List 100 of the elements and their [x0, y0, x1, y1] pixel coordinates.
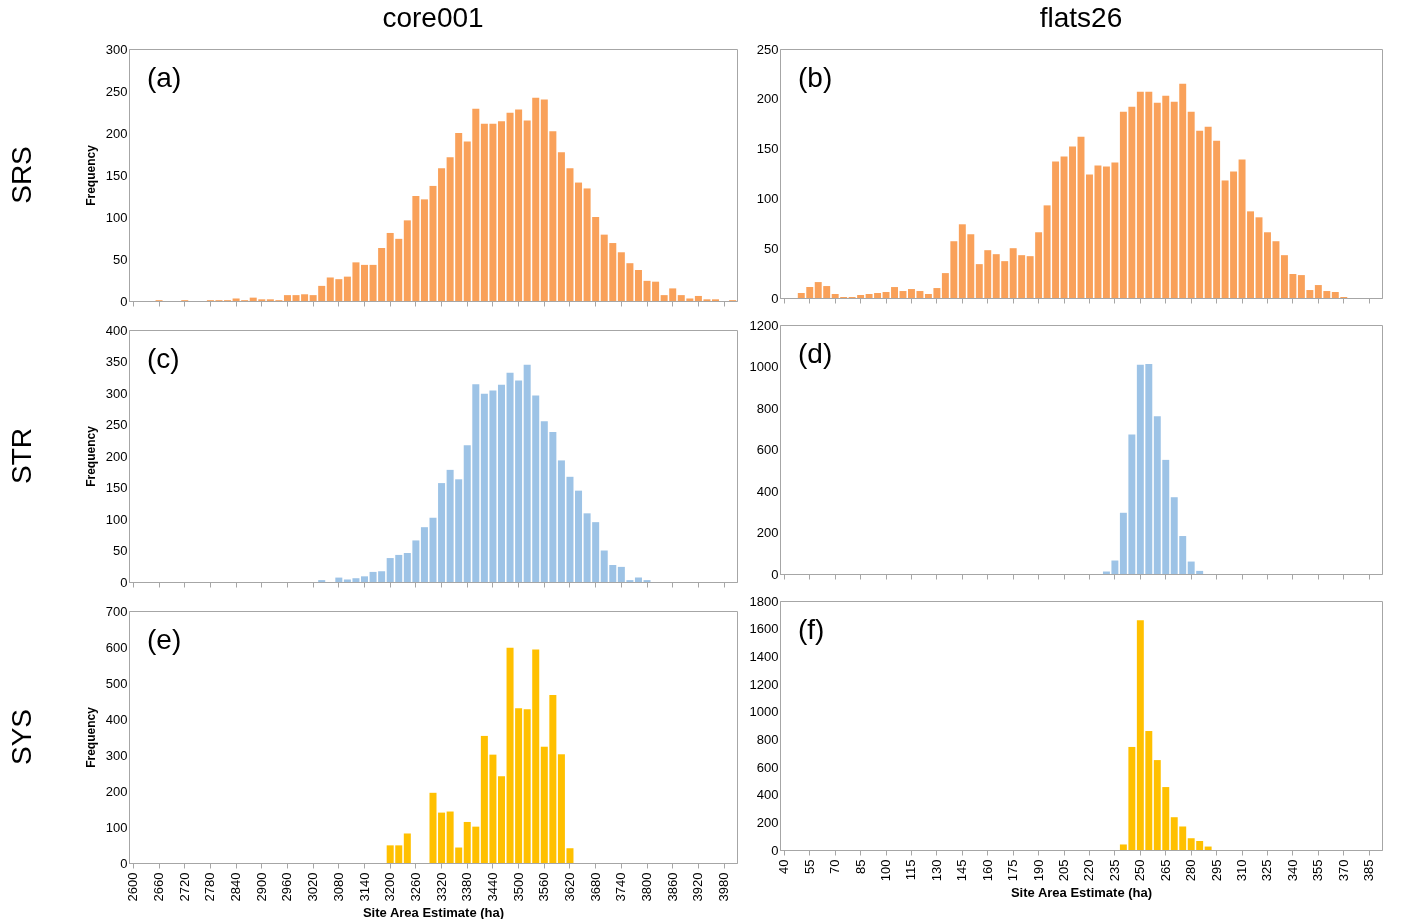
x-tick-label: 340	[1284, 859, 1300, 882]
bar	[634, 577, 642, 582]
x-tick-label: 325	[1259, 859, 1275, 882]
annotation: (e)	[147, 624, 182, 655]
y-tick-label: 300	[105, 747, 128, 763]
y-tick-label: 0	[771, 290, 779, 306]
x-tick-label: 295	[1208, 859, 1224, 882]
bar	[497, 384, 505, 582]
x-tick-label: 355	[1310, 859, 1326, 882]
y-tick-label: 200	[756, 91, 779, 107]
x-tick-label: 370	[1335, 859, 1351, 882]
y-tick-label: 50	[113, 251, 128, 267]
bar	[361, 264, 369, 301]
x-tick-label: 190	[1030, 859, 1046, 882]
x-tick-label: 160	[979, 859, 995, 882]
x-axis-title: Site Area Estimate (ha)	[1010, 885, 1153, 901]
x-tick-label: 2840	[228, 872, 244, 902]
x-tick-label: 280	[1183, 859, 1199, 882]
bar	[575, 490, 583, 582]
x-tick-label: 85	[852, 859, 868, 874]
x-tick-label: 3860	[664, 872, 680, 902]
y-tick-label: 400	[756, 483, 779, 499]
x-tick-label: 3380	[459, 872, 475, 902]
x-tick-label: 3980	[716, 872, 732, 902]
bar	[335, 577, 343, 582]
y-tick-label: 100	[105, 511, 128, 527]
x-tick-label: 115	[903, 859, 919, 881]
y-tick-label: 1200	[749, 317, 779, 333]
x-tick-label: 3680	[587, 872, 603, 902]
y-tick-label: 800	[756, 400, 779, 416]
x-tick-label: 235	[1106, 859, 1122, 882]
x-tick-label: 205	[1056, 859, 1072, 882]
y-tick-label: 50	[113, 543, 128, 558]
text: STR	[6, 428, 37, 484]
annotation: (b)	[798, 62, 833, 93]
y-tick-label: 300	[105, 41, 128, 57]
chart-title: flats26	[1039, 2, 1123, 33]
y-tick-label: 800	[756, 731, 779, 747]
y-tick-label: 0	[120, 855, 128, 871]
y-tick-label: 600	[756, 759, 779, 775]
y-tick-label: 150	[105, 480, 128, 495]
x-tick-label: 100	[878, 859, 894, 882]
y-tick-label: 50	[764, 240, 779, 256]
chart-title: core001	[382, 2, 484, 33]
x-tick-label: 250	[1132, 859, 1148, 882]
y-tick-label: 0	[120, 574, 128, 590]
y-tick-label: 400	[105, 711, 128, 727]
y-tick-label: 0	[771, 566, 779, 582]
annotation: (f)	[798, 614, 825, 645]
x-tick-label: 3800	[639, 872, 655, 902]
y-tick-label: 300	[105, 385, 128, 401]
y-tick-label: 1200	[749, 676, 779, 692]
x-tick-label: 3320	[433, 872, 449, 902]
x-tick-label: 70	[827, 859, 843, 874]
x-tick-label: 310	[1234, 859, 1250, 882]
bar	[283, 295, 291, 301]
x-tick-label: 2900	[253, 872, 269, 902]
y-tick-label: 200	[105, 783, 128, 799]
x-tick-label: 3200	[382, 872, 398, 902]
x-tick-label: 2660	[151, 872, 167, 902]
y-tick-label: 1000	[749, 359, 779, 374]
x-tick-label: 220	[1081, 859, 1097, 882]
bar	[575, 182, 583, 301]
y-tick-label: 200	[105, 448, 128, 464]
x-tick-label: 55	[801, 859, 817, 874]
y-tick-label: 250	[105, 417, 128, 432]
x-tick-label: 3500	[510, 872, 526, 902]
bar	[361, 576, 369, 582]
x-tick-label: 3620	[561, 872, 577, 902]
x-tick-label: 3260	[407, 872, 423, 902]
x-tick-label: 2600	[125, 872, 141, 902]
y-tick-label: 350	[105, 354, 128, 369]
y-tick-label: 200	[756, 525, 779, 540]
text: SRS	[6, 146, 37, 204]
y-tick-label: 1600	[749, 621, 779, 637]
y-tick-label: 250	[756, 41, 779, 57]
y-axis-title: Frequency	[83, 425, 98, 487]
y-tick-label: 100	[756, 190, 779, 206]
x-tick-label: 40	[776, 859, 792, 874]
y-tick-label: 100	[105, 819, 128, 835]
y-tick-label: 0	[771, 842, 779, 858]
x-tick-label: 265	[1157, 859, 1173, 882]
y-tick-label: 600	[105, 639, 128, 655]
annotation: (a)	[147, 62, 182, 93]
y-tick-label: 0	[120, 293, 128, 309]
x-tick-label: 3740	[613, 872, 629, 902]
bar	[497, 121, 505, 301]
y-tick-label: 400	[105, 322, 128, 338]
y-tick-label: 250	[105, 83, 128, 99]
y-tick-label: 500	[105, 675, 128, 691]
y-tick-label: 1000	[749, 704, 779, 720]
y-tick-label: 100	[105, 209, 128, 225]
bar	[403, 833, 411, 863]
x-tick-label: 3560	[536, 872, 552, 902]
x-tick-label: 175	[1005, 859, 1021, 882]
x-tick-label: 130	[928, 859, 944, 882]
x-tick-label: 2960	[279, 872, 295, 902]
y-tick-label: 200	[105, 125, 128, 141]
y-tick-label: 400	[756, 787, 779, 803]
x-tick-label: 145	[954, 859, 970, 882]
